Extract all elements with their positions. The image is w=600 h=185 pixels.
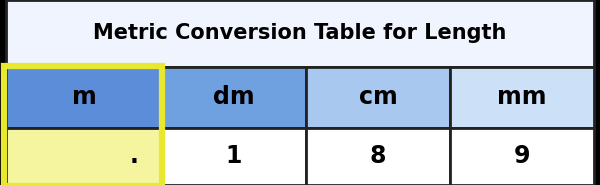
Text: 9: 9 bbox=[514, 144, 530, 168]
Text: m: m bbox=[71, 85, 96, 109]
Bar bbox=[306, 128, 450, 185]
Text: .: . bbox=[130, 144, 138, 168]
Bar bbox=[306, 67, 450, 128]
Bar bbox=[162, 128, 306, 185]
Bar bbox=[6, 128, 162, 185]
Bar bbox=[6, 67, 162, 128]
Text: 8: 8 bbox=[370, 144, 386, 168]
Text: dm: dm bbox=[213, 85, 254, 109]
Text: mm: mm bbox=[497, 85, 547, 109]
Bar bbox=[450, 128, 594, 185]
Text: cm: cm bbox=[359, 85, 397, 109]
Bar bbox=[6, 0, 594, 67]
Bar bbox=[4, 66, 163, 185]
Text: Metric Conversion Table for Length: Metric Conversion Table for Length bbox=[94, 23, 506, 43]
Text: 1: 1 bbox=[226, 144, 242, 168]
Bar bbox=[162, 67, 306, 128]
Bar bbox=[450, 67, 594, 128]
